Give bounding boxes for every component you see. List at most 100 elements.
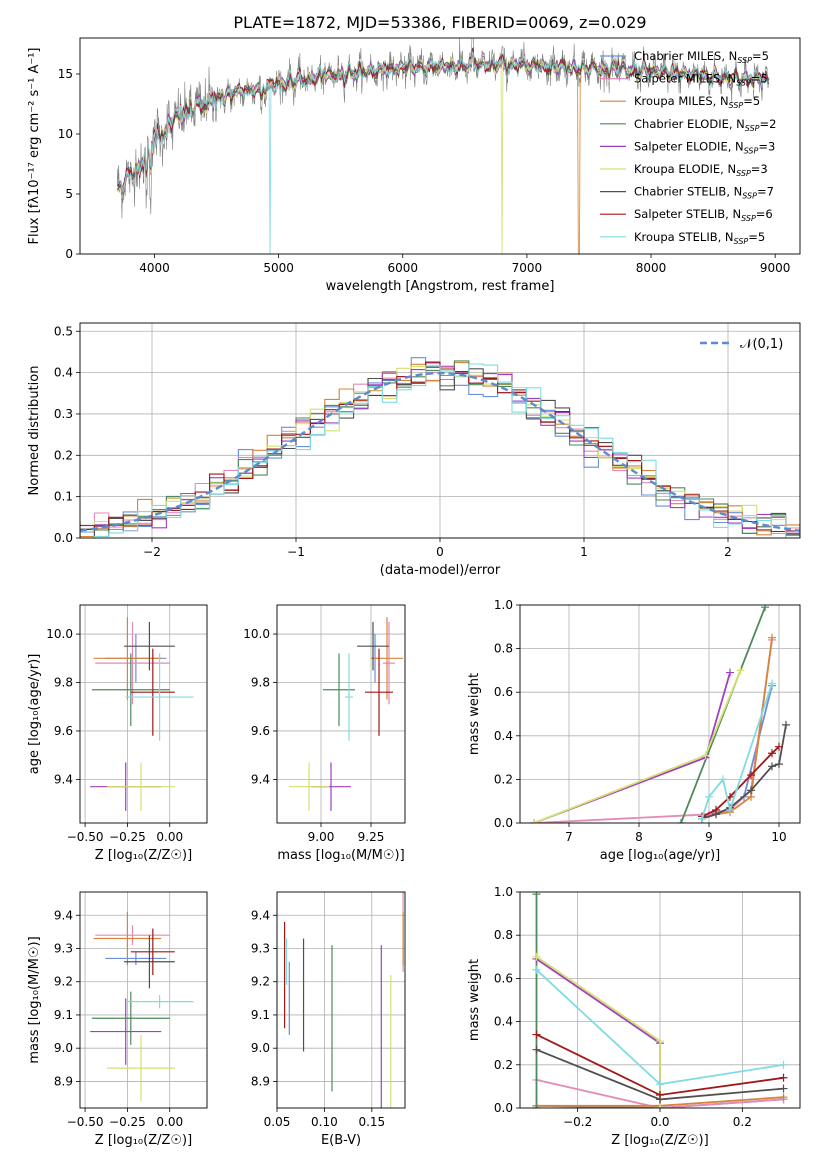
- mass-weight-marker: [775, 742, 783, 751]
- mass-weight-series: [701, 685, 773, 820]
- mass-weight-series: [533, 639, 773, 823]
- x-tick-label: 8000: [636, 261, 667, 275]
- mass-weight-marker: [532, 952, 541, 961]
- mass-weight-marker: [698, 814, 706, 823]
- mass-weight-marker: [779, 1093, 788, 1102]
- mass-weight-marker: [712, 805, 720, 814]
- mass-weight-marker: [768, 762, 776, 771]
- figure-title: PLATE=1872, MJD=53386, FIBERID=0069, z=0…: [233, 13, 646, 32]
- legend: Chabrier MILES, NSSP=5 Salpeter MILES, NS…: [600, 49, 776, 246]
- legend-value: =5: [752, 49, 769, 63]
- legend-value: =3: [751, 162, 768, 176]
- y-tick-label: 0.8: [494, 642, 513, 656]
- x-tick-label: 0.2: [733, 1115, 752, 1129]
- y-tick-label: 9.0: [251, 1041, 270, 1055]
- legend-value: =5: [751, 72, 768, 86]
- x-axis-label: age [log₁₀(age/yr)]: [600, 848, 721, 863]
- axes-frame: [519, 604, 801, 824]
- legend-label: Kroupa STELIB, N: [634, 230, 734, 244]
- legend-entry: Chabrier MILES, NSSP=5: [634, 49, 769, 65]
- x-axis-label: Z [log₁₀(Z/Z☉)]: [611, 1133, 708, 1148]
- mass-weight-marker: [705, 792, 713, 801]
- axes-age_vs_mass: 9.00 9.25 9.4 9.6 9.8 10.0 mass [log₁₀(M/M☉)]: [243, 604, 406, 863]
- y-tick-label: 15: [58, 67, 73, 81]
- legend-entry: Chabrier ELODIE, NSSP=2: [634, 117, 776, 133]
- mass-weight-marker: [779, 1084, 788, 1093]
- mass-weight-marker: [532, 892, 541, 899]
- y-tick-label: 0.3: [54, 407, 73, 421]
- legend-label: Chabrier STELIB, N: [634, 185, 742, 199]
- y-tick-label: 9.1: [54, 1008, 73, 1022]
- mass-weight-marker: [719, 775, 727, 784]
- model-spectrum-series: [116, 53, 769, 200]
- x-tick-label: 10: [771, 830, 786, 844]
- x-tick-label: 8: [635, 830, 643, 844]
- legend-entry: Kroupa STELIB, NSSP=5: [634, 230, 765, 246]
- mass-weight-marker: [532, 965, 541, 974]
- mass-weight-marker: [532, 1104, 541, 1108]
- x-tick-label: 0.00: [156, 830, 183, 844]
- legend-subscript: SSP: [736, 79, 751, 88]
- axes-frame: [276, 891, 406, 1109]
- legend-label: Kroupa ELODIE, N: [634, 162, 736, 176]
- mass-weight-marker: [656, 1104, 664, 1108]
- legend-entry: Kroupa MILES, NSSP=5: [634, 94, 760, 110]
- y-tick-label: 8.9: [54, 1074, 73, 1088]
- y-tick-label: 9.4: [54, 772, 73, 786]
- y-axis-label: mass weight: [467, 673, 482, 755]
- mass-weight-series: [536, 1079, 784, 1108]
- y-tick-label: 0.8: [494, 928, 513, 942]
- y-tick-label: 9.3: [251, 941, 270, 955]
- y-tick-label: 0.0: [494, 1101, 513, 1115]
- mass-weight-series: [701, 746, 780, 818]
- x-axis-label: wavelength [Angstrom, rest frame]: [326, 279, 555, 294]
- axes-frame: [79, 322, 801, 539]
- x-tick-label: −0.25: [109, 830, 146, 844]
- y-tick-label: 0.5: [54, 324, 73, 338]
- x-tick-label: 5000: [263, 261, 294, 275]
- mass-weight-marker: [677, 819, 685, 823]
- mass-weight-marker: [761, 605, 769, 612]
- legend-subscript: SSP: [729, 101, 744, 110]
- legend-entry: Salpeter MILES, NSSP=5: [634, 72, 768, 88]
- plot-area-age_vs_mass: [289, 617, 403, 811]
- legend-subscript: SSP: [741, 214, 756, 223]
- mass-weight-marker: [747, 771, 755, 780]
- legend-value: =3: [758, 139, 775, 153]
- mass-weight-marker: [779, 1073, 788, 1082]
- y-tick-label: 9.4: [251, 772, 270, 786]
- axes-frame: [79, 891, 208, 1109]
- legend-entry: Chabrier STELIB, NSSP=7: [634, 185, 774, 201]
- normal-reference-curve: [80, 371, 800, 532]
- mass-weight-marker: [726, 668, 734, 677]
- x-tick-label: 7000: [512, 261, 543, 275]
- x-tick-label: 1: [580, 545, 588, 559]
- mass-weight-marker: [736, 666, 745, 675]
- x-tick-label: 2: [724, 545, 732, 559]
- x-tick-label: 9.25: [358, 830, 385, 844]
- legend-label: Chabrier ELODIE, N: [634, 117, 745, 131]
- y-axis-label: age [log₁₀(age/yr)]: [27, 654, 42, 775]
- axes-mass_vs_Z: −0.50 −0.25 0.00 8.9 9.0 9.1 9.2 9.3 9.4 Z [log₁₀…: [27, 891, 208, 1148]
- legend-subscript: SSP: [737, 56, 752, 65]
- mass-weight-marker: [656, 1091, 664, 1100]
- y-axis-label: Flux [fλ10⁻¹⁷ erg cm⁻² s⁻¹ A⁻¹]: [27, 48, 42, 245]
- legend-value: =5: [743, 94, 760, 108]
- y-tick-label: 9.0: [54, 1041, 73, 1055]
- x-tick-label: −2: [143, 545, 161, 559]
- legend-value: =7: [757, 185, 774, 199]
- legend-subscript: SSP: [744, 146, 759, 155]
- mass-weight-marker: [701, 751, 710, 760]
- y-tick-label: 9.3: [54, 941, 73, 955]
- y-tick-label: 0.6: [494, 685, 513, 699]
- legend-entry: Salpeter ELODIE, NSSP=3: [634, 139, 775, 155]
- y-tick-label: 0.4: [494, 729, 513, 743]
- axes-mass_weight_vs_Z: −0.2 0.0 0.2 0.0 0.2 0.4 0.6 0.8 1.0 Z [log₁₀(Z/Z…: [467, 885, 801, 1148]
- y-tick-label: 1.0: [494, 598, 513, 612]
- mass-weight-marker: [747, 786, 755, 795]
- y-tick-label: 1.0: [494, 885, 513, 899]
- mass-weight-marker: [775, 760, 783, 769]
- plot-area-mass_weight_vs_age: [530, 605, 790, 823]
- mass-weight-marker: [532, 1045, 541, 1054]
- x-tick-label: 0.05: [264, 1115, 291, 1129]
